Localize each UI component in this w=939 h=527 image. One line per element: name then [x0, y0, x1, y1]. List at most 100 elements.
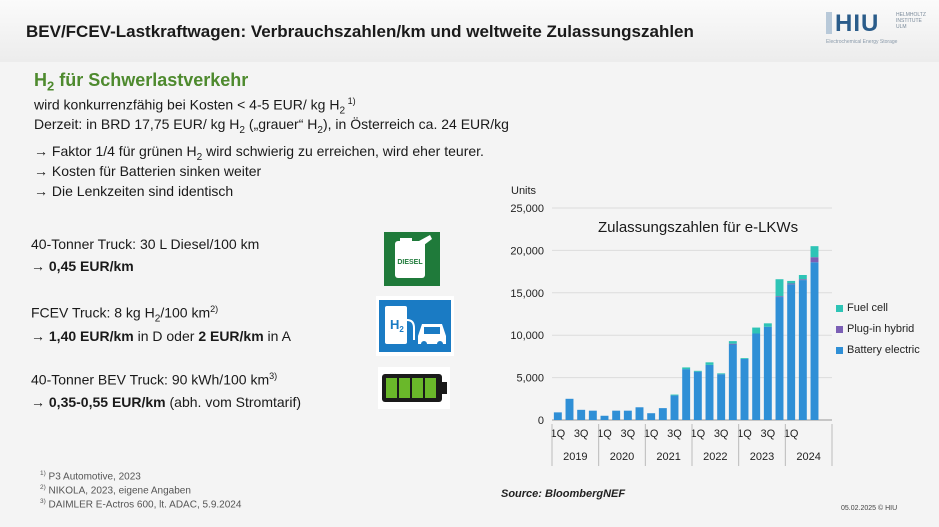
bar-battery-electric — [577, 409, 586, 420]
legend-label-battery-electric: Battery electric — [847, 344, 920, 356]
fcev-truck-label: FCEV Truck: 8 kg H2/100 km2) — [31, 304, 219, 325]
legend-item-battery-electric: Battery electric — [836, 344, 920, 361]
x-tick-label-quarter: 3Q — [620, 428, 635, 440]
x-tick-label-quarter: 1Q — [644, 428, 659, 440]
x-tick-label-year: 2022 — [703, 451, 727, 463]
x-tick-label-year: 2020 — [610, 451, 634, 463]
footnote-3: 3) DAIMLER E-Actros 600, lt. ADAC, 5.9.2… — [40, 498, 242, 511]
y-tick-label: 15,000 — [510, 288, 544, 300]
bev-truck-label: 40-Tonner BEV Truck: 90 kWh/100 km3) — [31, 371, 278, 388]
x-tick-label-year: 2024 — [796, 451, 820, 463]
bar-battery-electric — [728, 344, 737, 420]
bar-battery-electric — [600, 415, 609, 420]
footer-date-copyright: 05.02.2025 © HIU — [841, 505, 898, 512]
page-title: BEV/FCEV-Lastkraftwagen: Verbrauchszahle… — [26, 22, 694, 41]
chart-gridlines — [552, 207, 832, 421]
legend-label-plug-in-hybrid: Plug-in hybrid — [847, 323, 915, 335]
bar-fuel-cell — [752, 327, 761, 334]
x-tick-label-quarter: 3Q — [714, 428, 729, 440]
legend-swatch-battery-electric — [836, 346, 843, 354]
legend-label-fuel-cell: Fuel cell — [847, 302, 888, 314]
bar-battery-electric — [647, 413, 656, 420]
bar-battery-electric — [623, 410, 632, 420]
y-tick-label: 20,000 — [510, 245, 544, 257]
bar-battery-electric — [775, 297, 784, 420]
battery-icon — [378, 367, 450, 409]
y-tick-label: 5,000 — [516, 373, 544, 385]
bar-plug-in-hybrid — [787, 283, 796, 285]
y-tick-label: 0 — [538, 415, 544, 427]
bar-fuel-cell — [740, 358, 749, 359]
bar-battery-electric — [693, 371, 702, 420]
bar-battery-electric — [763, 326, 772, 420]
bullet-driving-time: → Die Lenkzeiten sind identisch — [34, 183, 234, 199]
x-tick-label-quarter: 3Q — [574, 428, 589, 440]
x-tick-label-year: 2019 — [563, 451, 587, 463]
bar-plug-in-hybrid — [810, 257, 819, 263]
logo-subtitle: HELMHOLTZ INSTITUTE ULM — [896, 12, 926, 30]
diesel-truck-label: 40-Tonner Truck: 30 L Diesel/100 km — [31, 236, 260, 252]
x-tick-label-quarter: 1Q — [550, 428, 565, 440]
chart-title: Zulassungszahlen für e-LKWs — [598, 219, 799, 236]
y-tick-label: 10,000 — [510, 330, 544, 342]
footnote-2: 2) NIKOLA, 2023, eigene Angaben — [40, 484, 191, 497]
chart-x-ticks: 1Q 3Q 1Q 3Q 1Q 3Q 1Q 3Q 1Q 3Q 1Q 2019 2020 2021 2022 20… — [550, 424, 833, 466]
x-tick-label-quarter: 1Q — [690, 428, 705, 440]
h2-icon-sub: 2 — [399, 325, 404, 334]
x-tick-label-quarter: 3Q — [760, 428, 775, 440]
bullet-green-h2: → Faktor 1/4 für grünen H2 wird schwieri… — [34, 143, 484, 163]
legend-swatch-plug-in-hybrid — [836, 325, 843, 333]
logo-text: HIU — [835, 10, 880, 37]
x-tick-label-quarter: 1Q — [784, 428, 799, 440]
bar-fuel-cell — [787, 280, 796, 284]
bar-battery-electric — [682, 369, 691, 420]
bar-fuel-cell — [798, 274, 807, 280]
bar-battery-electric — [635, 407, 644, 420]
chart-bars — [553, 246, 819, 420]
bar-battery-electric — [658, 408, 667, 420]
bar-battery-electric — [810, 262, 819, 420]
hiu-logo: HIU HELMHOLTZ INSTITUTE ULM Electrochemi… — [826, 10, 926, 50]
hydrogen-fuel-icon: H2 — [376, 296, 454, 356]
bar-battery-electric — [565, 398, 574, 420]
x-tick-label-quarter: 1Q — [597, 428, 612, 440]
svg-text:H2: H2 — [390, 317, 404, 334]
bar-battery-electric — [588, 410, 597, 420]
bar-battery-electric — [705, 364, 714, 420]
bar-battery-electric — [752, 333, 761, 420]
h2-icon-h: H — [390, 317, 399, 332]
diesel-truck-cost: → 0,45 EUR/km — [31, 258, 134, 274]
x-tick-label-year: 2021 — [656, 451, 680, 463]
diesel-fuel-icon: DIESEL — [384, 232, 440, 286]
logo-mark — [826, 12, 832, 34]
bar-battery-electric — [798, 280, 807, 420]
bar-fuel-cell — [717, 373, 726, 375]
y-tick-label: 25,000 — [510, 203, 544, 215]
bullet-battery-cost: → Kosten für Batterien sinken weiter — [34, 163, 262, 179]
legend-item-plug-in-hybrid: Plug-in hybrid — [836, 323, 920, 340]
fcev-truck-cost: → 1,40 EUR/km in D oder 2 EUR/km in A — [31, 328, 291, 344]
cost-threshold-line: wird konkurrenzfähig bei Kosten < 4-5 EU… — [34, 96, 356, 117]
bar-battery-electric — [740, 358, 749, 420]
footnote-1: 1) P3 Automotive, 2023 — [40, 470, 141, 483]
bar-battery-electric — [612, 410, 621, 420]
x-tick-label-quarter: 3Q — [667, 428, 682, 440]
chart-y-axis-label: Units — [511, 185, 537, 197]
bev-truck-cost: → 0,35-0,55 EUR/km (abh. vom Stromtarif) — [31, 394, 301, 410]
chart-legend: Fuel cell Plug-in hybrid Battery electri… — [836, 302, 920, 361]
diesel-icon-text: DIESEL — [397, 259, 423, 266]
logo-caption: Electrochemical Energy Storage — [826, 39, 898, 45]
bar-plug-in-hybrid — [798, 279, 807, 281]
bar-fuel-cell — [728, 341, 737, 344]
current-price-line: Derzeit: in BRD 17,75 EUR/ kg H2 („graue… — [34, 116, 509, 136]
bar-fuel-cell — [775, 279, 784, 297]
bar-plug-in-hybrid — [775, 296, 784, 298]
x-tick-label-quarter: 1Q — [737, 428, 752, 440]
section-heading: H2 für Schwerlastverkehr — [34, 70, 249, 94]
legend-item-fuel-cell: Fuel cell — [836, 302, 920, 319]
bar-fuel-cell — [682, 367, 691, 370]
bar-fuel-cell — [693, 370, 702, 372]
bar-battery-electric — [553, 412, 562, 420]
chart-source: Source: BloombergNEF — [501, 488, 626, 500]
